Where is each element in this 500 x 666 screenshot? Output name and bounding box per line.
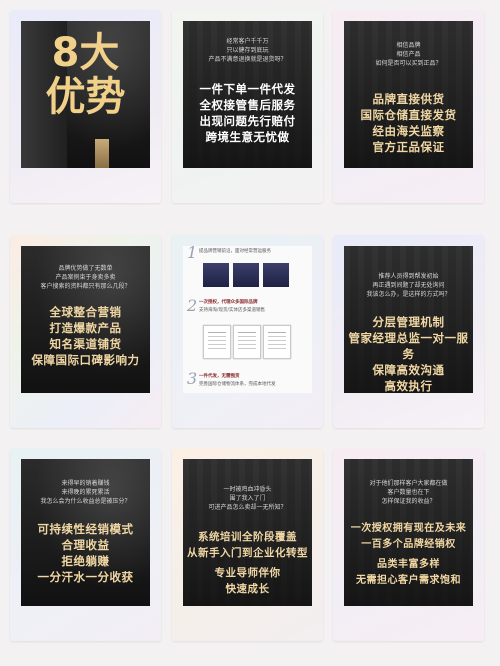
photo-management: 推荐人员得到帮发初始 再正遇到间题了却无处询问 我该怎么办，是这样的方式吗？ 分…: [344, 246, 473, 393]
certificate-2: [233, 325, 261, 359]
gold-block-decor: [95, 139, 109, 168]
photo-sustainable: 来得早的销着赚钱 来得晚的累死累活 我怎么会为什么收益总是被压分？ 可持续性经销…: [21, 459, 150, 606]
card-authorization-doc: 1 提品牌营销前沿，面对经常营运服务 2 一次授权，代理众多国际品牌 支持海淘/…: [172, 235, 323, 428]
title-eight: 8大: [51, 30, 120, 76]
card-dropship: 经常客户千千万 只以健存到底玩 产品不满意退换就是退货呀？ 一件下单一件代发 全…: [172, 10, 323, 203]
photo-authorization: 对于他们那样客户大家都在做 客户数量也在下 怎样保证我的收益？ 一次授权拥有现在…: [344, 459, 473, 606]
card-sustainable: 来得早的销着赚钱 来得晚的累死累活 我怎么会为什么收益总是被压分？ 可持续性经销…: [10, 448, 161, 641]
card-management: 推荐人员得到帮发初始 再正遇到间题了却无处询问 我该怎么办，是这样的方式吗？ 分…: [333, 235, 484, 428]
card-global-marketing: 品牌优势做了无数单 产品案例束于身卖多卖 客户搜索的资料都只有那么几段？ 全球整…: [10, 235, 161, 428]
photo-title: 8大 优势: [21, 21, 150, 168]
photo-person-3: [263, 263, 289, 287]
doc-panel: 1 提品牌营销前沿，面对经常营运服务 2 一次授权，代理众多国际品牌 支持海淘/…: [183, 246, 312, 393]
photo-person-2: [233, 263, 259, 287]
title-advantages: 优势: [45, 74, 126, 120]
card-training: 一时被鸡血冲昏头 围了我入了门 可进产品怎么卖却一无所知？ 系统培训全阶段覆盖 …: [172, 448, 323, 641]
card-authorization: 对于他们那样客户大家都在做 客户数量也在下 怎样保证我的收益？ 一次授权拥有现在…: [333, 448, 484, 641]
card-brand-supply: 相信品牌 相信产品 如何是否可以买到正品？ 品牌直接供货 国际仓储直接发货 经由…: [333, 10, 484, 203]
photo-global-marketing: 品牌优势做了无数单 产品案例束于身卖多卖 客户搜索的资料都只有那么几段？ 全球整…: [21, 246, 150, 393]
certificate-1: [203, 325, 231, 359]
certificate-3: [263, 325, 291, 359]
card-advantages-title: 8大 优势: [10, 10, 161, 203]
photo-dropship: 经常客户千千万 只以健存到底玩 产品不满意退换就是退货呀？ 一件下单一件代发 全…: [183, 21, 312, 168]
photo-training: 一时被鸡血冲昏头 围了我入了门 可进产品怎么卖却一无所知？ 系统培训全阶段覆盖 …: [183, 459, 312, 606]
photo-brand-supply: 相信品牌 相信产品 如何是否可以买到正品？ 品牌直接供货 国际仓储直接发货 经由…: [344, 21, 473, 168]
photo-person-1: [203, 263, 229, 287]
